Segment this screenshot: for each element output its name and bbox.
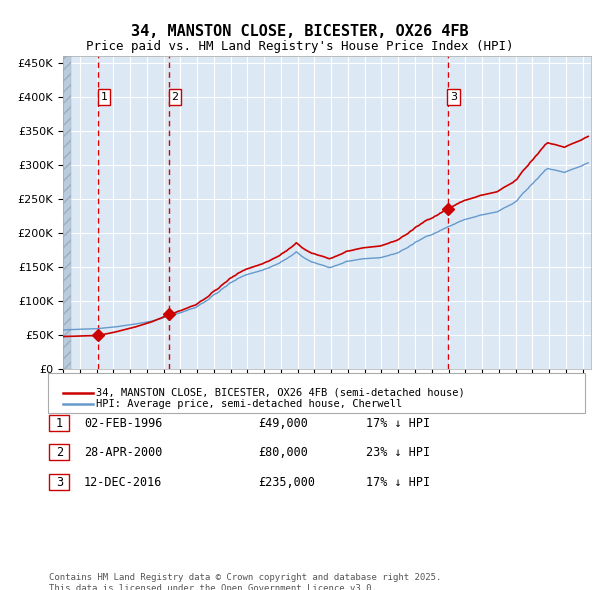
Text: 28-APR-2000: 28-APR-2000 [84, 446, 163, 459]
Text: 02-FEB-1996: 02-FEB-1996 [84, 417, 163, 430]
Text: 12-DEC-2016: 12-DEC-2016 [84, 476, 163, 489]
Text: 3: 3 [450, 92, 457, 102]
Bar [63, 56, 71, 369]
Text: £235,000: £235,000 [258, 476, 315, 489]
Text: HPI: Average price, semi-detached house, Cherwell: HPI: Average price, semi-detached house,… [96, 399, 402, 408]
Text: Price paid vs. HM Land Registry's House Price Index (HPI): Price paid vs. HM Land Registry's House … [86, 40, 514, 53]
Text: 34, MANSTON CLOSE, BICESTER, OX26 4FB (semi-detached house): 34, MANSTON CLOSE, BICESTER, OX26 4FB (s… [96, 388, 465, 398]
Text: 23% ↓ HPI: 23% ↓ HPI [366, 446, 430, 459]
Text: 1: 1 [101, 92, 107, 102]
Text: Contains HM Land Registry data © Crown copyright and database right 2025.
This d: Contains HM Land Registry data © Crown c… [49, 573, 442, 590]
Text: 3: 3 [56, 476, 63, 489]
Text: 1: 1 [56, 417, 63, 430]
Text: £80,000: £80,000 [258, 446, 308, 459]
Text: 17% ↓ HPI: 17% ↓ HPI [366, 476, 430, 489]
Text: 2: 2 [56, 446, 63, 459]
Text: £49,000: £49,000 [258, 417, 308, 430]
Text: 2: 2 [172, 92, 179, 102]
Text: 34, MANSTON CLOSE, BICESTER, OX26 4FB: 34, MANSTON CLOSE, BICESTER, OX26 4FB [131, 24, 469, 38]
Text: 17% ↓ HPI: 17% ↓ HPI [366, 417, 430, 430]
